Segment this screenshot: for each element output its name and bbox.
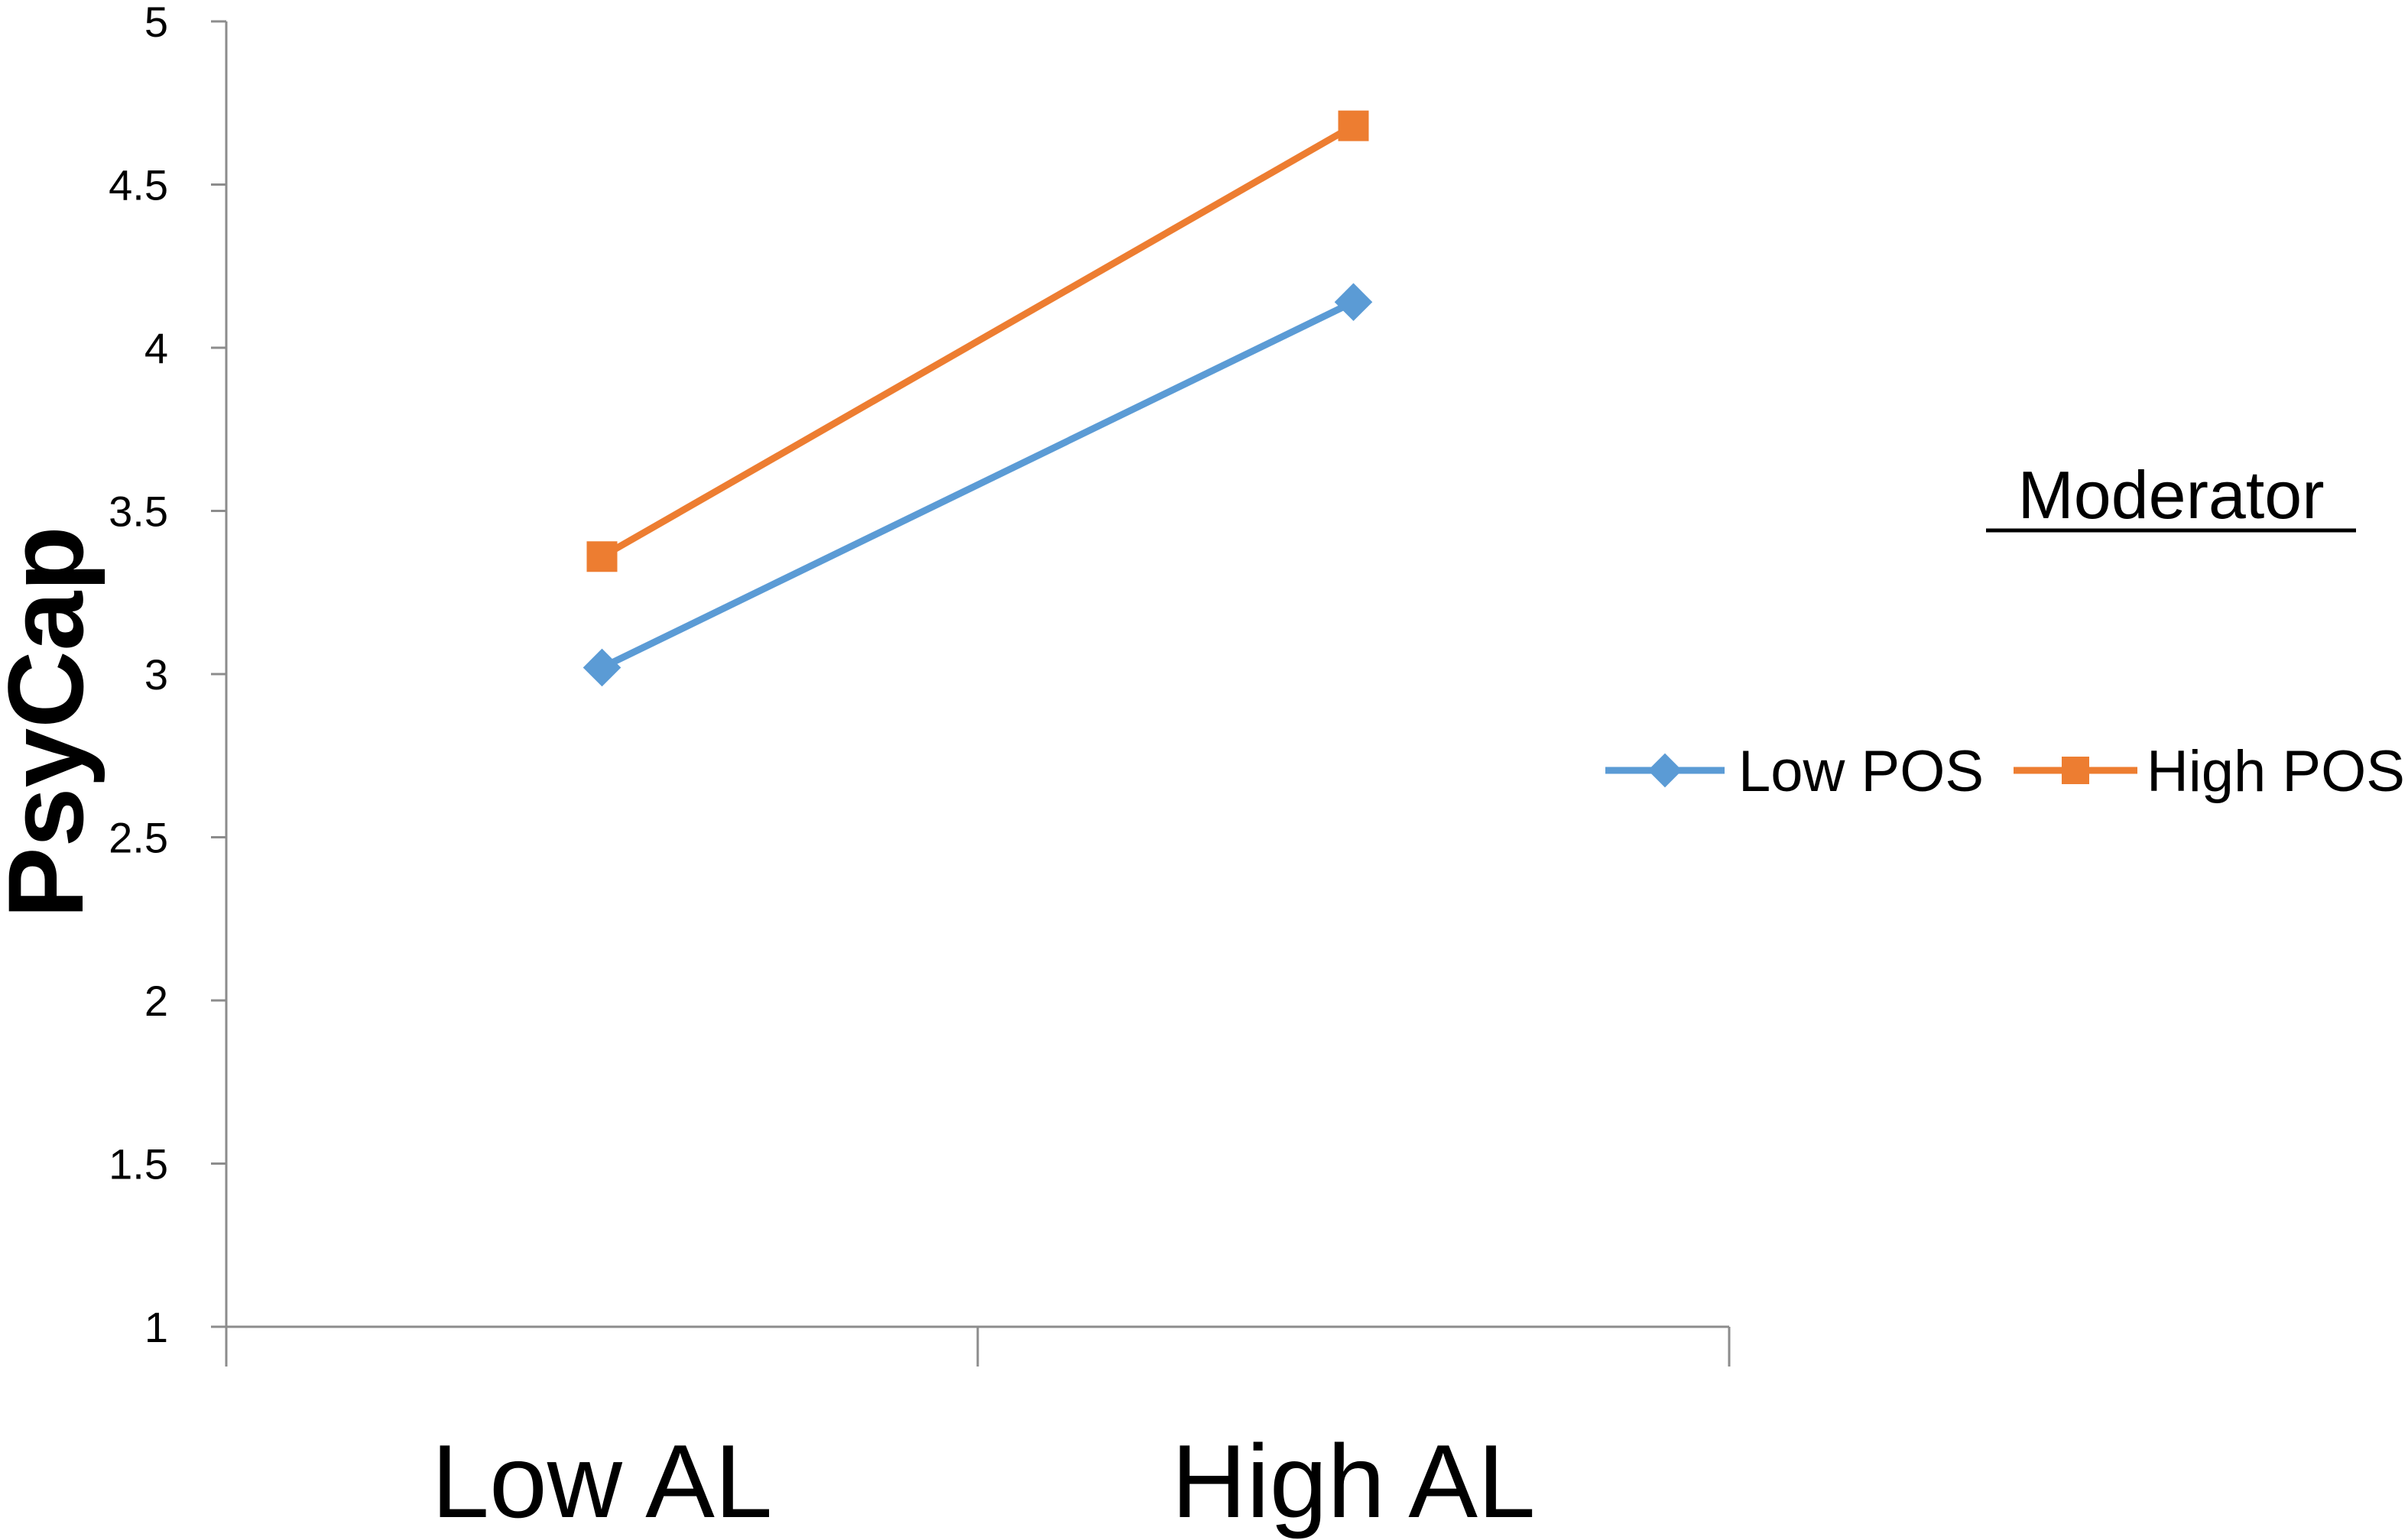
y-tick-label: 2: [144, 977, 168, 1025]
series-high-pos: [586, 110, 1369, 572]
legend-label: High POS: [2147, 739, 2405, 804]
y-tick-label: 5: [144, 0, 168, 46]
y-tick-label: 4: [144, 324, 168, 372]
y-tick-label: 4.5: [109, 161, 168, 209]
chart-axes: [225, 21, 1729, 1367]
x-tick-label: Low AL: [431, 1423, 772, 1539]
legend: Moderator Low POS High POS: [1605, 457, 2405, 804]
legend-item-high-pos: High POS: [2014, 739, 2405, 804]
legend-items: Low POS High POS: [1605, 739, 2405, 804]
data-point-high-pos: [1338, 110, 1369, 141]
y-tick-label: 1.5: [109, 1140, 168, 1188]
y-axis-label: PsyCap: [0, 526, 105, 919]
legend-swatch-marker: [2062, 757, 2089, 784]
y-tick-label: 2.5: [109, 814, 168, 862]
y-tick-label: 3.5: [109, 488, 168, 536]
x-tick-label: High AL: [1171, 1423, 1535, 1539]
chart-series: [583, 110, 1373, 687]
legend-swatch-marker: [1647, 753, 1683, 788]
data-point-low-pos: [583, 648, 621, 687]
series-line-low-pos: [600, 299, 1355, 671]
data-point-high-pos: [586, 541, 618, 572]
legend-title: Moderator: [2017, 457, 2324, 533]
legend-label: Low POS: [1738, 739, 1984, 804]
y-tick-label: 1: [144, 1303, 168, 1351]
y-tick-label: 3: [144, 650, 168, 699]
x-axis-ticks: Low AL High AL: [431, 1327, 1731, 1539]
legend-item-low-pos: Low POS: [1605, 739, 1984, 804]
series-line-high-pos: [600, 122, 1355, 560]
data-point-low-pos: [1334, 283, 1373, 322]
y-axis-ticks: 1 1.5 2 2.5 3 3.5 4 4.5 5: [109, 0, 226, 1351]
series-low-pos: [583, 283, 1373, 687]
